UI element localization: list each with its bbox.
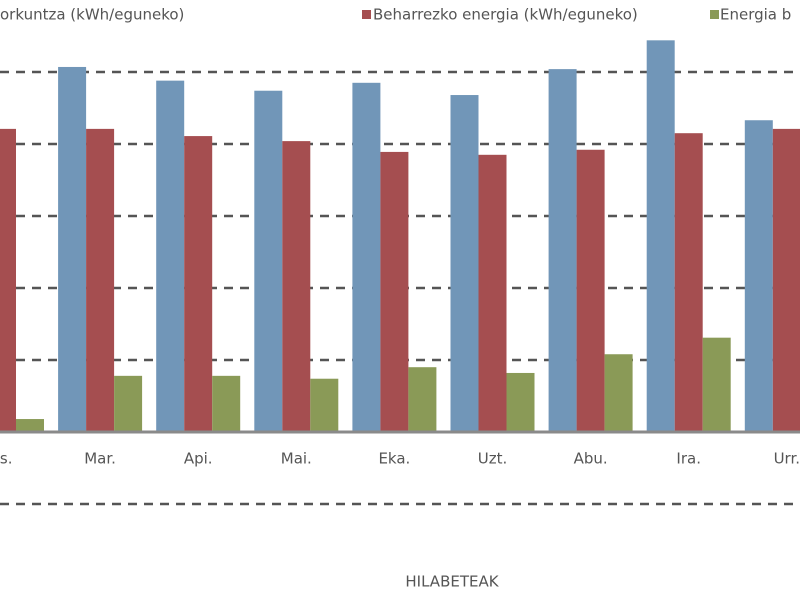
bar bbox=[548, 69, 577, 433]
x-tick-label: Mai. bbox=[281, 450, 312, 468]
bar bbox=[16, 419, 44, 432]
bar bbox=[450, 95, 479, 432]
x-axis-title: HILABETEAK bbox=[405, 573, 499, 591]
bar bbox=[744, 120, 773, 433]
bar bbox=[646, 40, 675, 432]
x-tick-label: Abu. bbox=[574, 450, 608, 468]
bar bbox=[380, 151, 409, 433]
x-tick-label: Uzt. bbox=[478, 450, 508, 468]
bar bbox=[506, 372, 535, 432]
bar bbox=[674, 133, 703, 432]
x-tick-label: Ira. bbox=[676, 450, 701, 468]
x-tick-label: Api. bbox=[184, 450, 213, 468]
legend-label: Energia b bbox=[720, 6, 791, 24]
bar bbox=[156, 80, 185, 432]
bar bbox=[478, 154, 507, 433]
bar bbox=[310, 378, 339, 432]
bar bbox=[254, 90, 283, 432]
x-tick-label: Mar. bbox=[84, 450, 116, 468]
legend-swatch bbox=[362, 10, 371, 19]
bar bbox=[58, 66, 87, 433]
legend-label: orkuntza (kWh/eguneko) bbox=[0, 6, 184, 24]
bar bbox=[702, 337, 731, 432]
bar bbox=[576, 149, 605, 432]
x-tick-label: Urr. bbox=[774, 450, 800, 468]
legend-swatch bbox=[710, 10, 719, 19]
x-tick-label: Eka. bbox=[378, 450, 410, 468]
bar bbox=[352, 82, 381, 433]
bar bbox=[772, 128, 800, 432]
bar bbox=[0, 128, 16, 432]
bar bbox=[114, 375, 143, 432]
x-tick-label: ts. bbox=[0, 450, 12, 468]
legend-label: Beharrezko energia (kWh/eguneko) bbox=[373, 6, 638, 24]
bar bbox=[86, 128, 115, 432]
bar bbox=[604, 354, 633, 432]
bar bbox=[408, 367, 437, 432]
bar bbox=[282, 141, 311, 432]
bar bbox=[184, 136, 213, 432]
bar bbox=[212, 375, 241, 432]
